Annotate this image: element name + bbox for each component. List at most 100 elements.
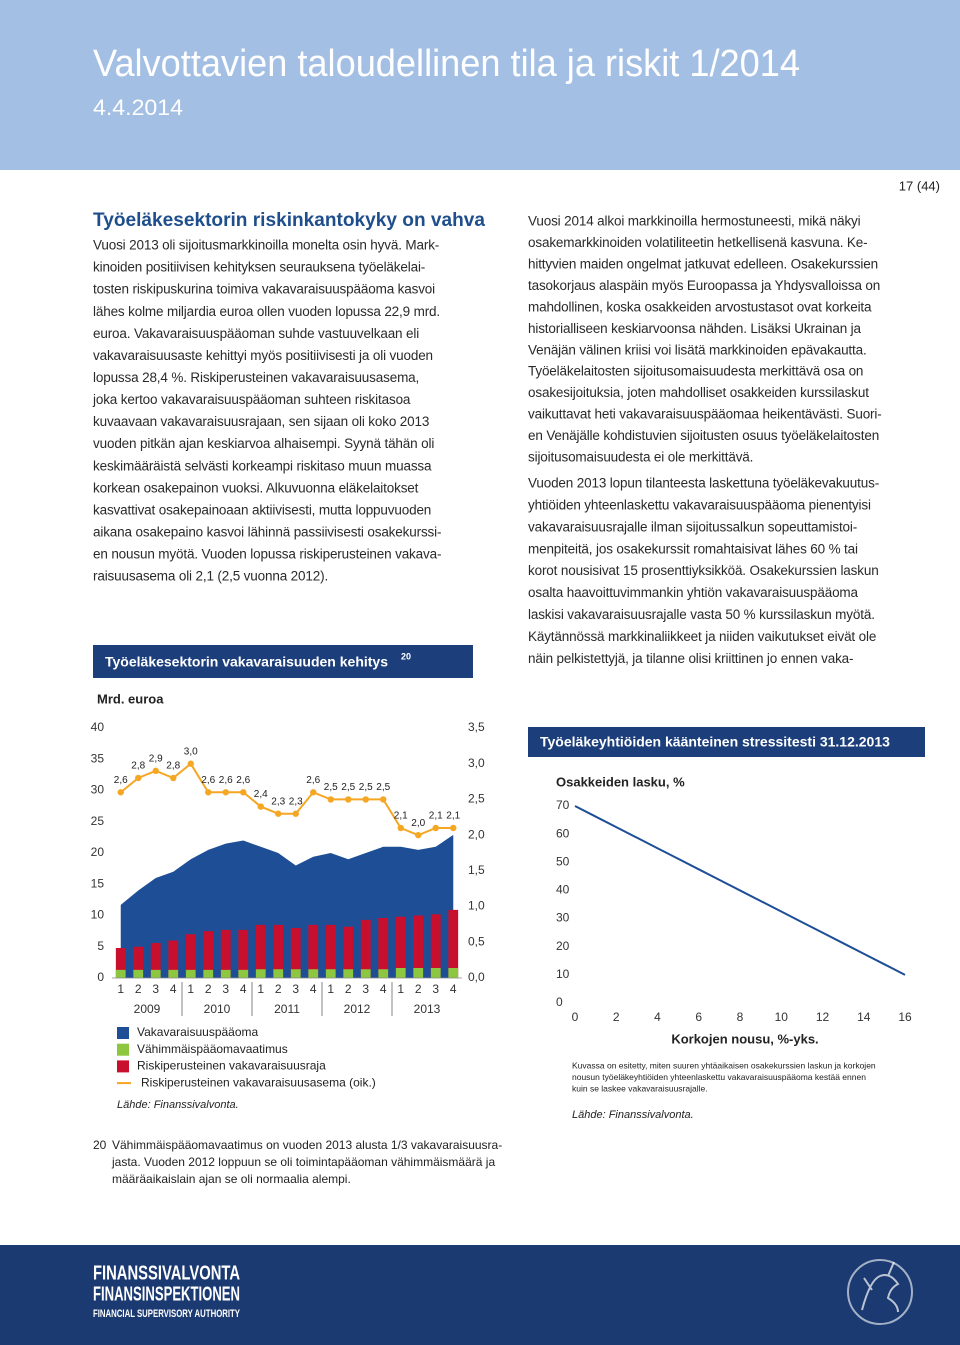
body-line: joka kertoo vakavaraisuuspääoman suhteen… [92,392,411,407]
y2-tick-label: 2,5 [468,792,485,806]
y-tick-label: 10 [91,908,105,922]
data-label: 2,5 [359,782,373,793]
y-tick-label: 5 [97,939,104,953]
section-heading: Työeläkesektorin riskinkantokyky on vahv… [93,210,485,231]
bar [238,929,249,978]
body-line: mahdollinen, koska osakkeiden arvostusta… [528,299,872,314]
body-line: korot nousisivat 15 prosenttiyksikköä. O… [528,563,879,578]
body-line: osalta haavoittuvimmankin yhtiön vakavar… [528,585,859,600]
chart-title-band [528,727,925,757]
line-marker [292,810,299,817]
y-tick-label: 0 [556,995,563,1009]
bar [448,968,459,978]
y2-tick-label: 1,0 [468,899,485,913]
y-tick-label: 40 [556,883,570,897]
data-label: 2,8 [131,761,145,772]
bar [395,968,406,978]
body-line: yhtiöiden yhteenlaskettu vakavaraisuuspä… [528,497,871,512]
x-tick-label: 2 [275,982,282,996]
chart-source: Lähde: Finanssivalvonta. [117,1099,239,1111]
bar [220,929,231,978]
bar [168,940,179,978]
data-label: 2,5 [376,782,390,793]
body-line: vaikuttavat heti vakavaraisuuspääomaa he… [528,407,882,422]
data-label: 2,5 [324,782,338,793]
data-label: 2,3 [289,796,303,807]
body-line: Käytännössä markkinaliikkeet ja niiden v… [528,629,876,644]
bar [115,969,126,978]
data-label: 3,0 [184,746,198,757]
body-line: korkean osakepainon vuoksi. Alkuvuonna e… [93,480,419,495]
body-line: keskimääräistä selvästi korkeampi riskit… [93,458,432,473]
y2-tick-label: 0,5 [468,934,485,948]
body-line: osakemarkkinoiden volatiliteetin hetkell… [528,235,868,250]
body-line: Työeläkelaitosten sijoitusomaisuudesta m… [528,364,863,379]
body-line: euroa. Vakavaraisuuspääoman suhde vastuu… [93,326,419,341]
body-line: vakavaraisuusaste kehittyi myös positiiv… [93,348,433,363]
data-label: 2,5 [341,782,355,793]
bar [343,926,354,978]
bar [325,969,336,978]
body-line: kinoiden positiivisen kehityksen seurauk… [93,260,425,275]
line-marker [397,824,404,832]
x-tick-label: 2 [135,982,142,996]
data-label: 2,0 [411,818,425,829]
y-tick-label: 25 [91,814,105,828]
y-tick-label: 35 [91,751,105,765]
y2-tick-label: 2,0 [468,827,485,841]
footnote-line: Vähimmäispääomavaatimus on vuoden 2013 a… [112,1138,502,1152]
body-line: Vuosi 2013 oli sijoitusmarkkinoilla mone… [93,238,439,253]
body-line: en nousun myötä. Vuoden lopussa riskiper… [93,547,441,562]
data-label: 2,6 [201,775,215,786]
data-label: 2,6 [236,775,250,786]
chart-note: Kuvassa on esitetty, miten suuren yhtäai… [572,1060,876,1070]
bar [133,969,144,978]
bar [430,968,441,978]
body-line: näin pelkistettyjä, ja tilanne olisi kri… [528,651,853,666]
body-line: Vuosi 2014 alkoi markkinoilla hermostune… [528,214,861,229]
footer-band [0,1245,960,1345]
bar [378,969,389,978]
y-tick-label: 15 [91,876,105,890]
body-line: hittyvien maiden ongelmat jatkuvat edell… [528,256,878,271]
footnote-line: määräaikaislain ajan se oli normaalia al… [112,1172,351,1186]
x-tick-label: 2 [415,982,422,996]
y-tick-label: 30 [556,911,570,925]
header-title: Valvottavien taloudellinen tila ja riski… [93,43,800,85]
x-tick-label: 3 [152,982,159,996]
bar [325,924,336,978]
x-group-label: 2012 [344,1002,371,1016]
bar [395,916,406,978]
footnote-number: 20 [93,1138,107,1152]
y-tick-label: 20 [91,845,105,859]
x-group-label: 2011 [274,1002,300,1016]
x-tick-label: 2 [613,1010,620,1024]
data-label: 2,4 [254,789,268,800]
bar [360,969,371,978]
body-line: aikana osakepaino kasvoi lähinnä passiiv… [93,524,441,539]
body-line: tasokorjaus alaspäin myös Euroopassa ja … [528,278,880,293]
line-marker [152,767,159,775]
bar [413,915,424,978]
data-label: 2,1 [394,811,408,822]
y-tick-label: 70 [556,798,570,812]
body-line: raisuusasema oli 2,1 (2,5 vuonna 2012). [93,569,328,584]
bar [150,969,161,978]
body-line: historialliseen keskiarvoonsa nähden. Li… [528,321,862,336]
x-group-label: 2013 [414,1002,441,1016]
x-tick-label: 2 [205,982,212,996]
emblem [847,1259,913,1325]
x-tick-label: 16 [898,1010,912,1024]
body-line: vuoden pitkän ajan keskiarvoa alhaisempi… [93,436,434,451]
y-axis-label: Osakkeiden lasku, % [556,774,685,789]
y-tick-label: 60 [556,826,570,840]
x-tick-label: 1 [397,982,404,996]
x-tick-label: 8 [737,1010,744,1024]
header-band [0,0,960,170]
y-axis-label: Mrd. euroa [97,691,164,706]
line-marker [415,831,422,839]
body-line: kuvaavaan vakavaraisuusrajaan, sen sijaa… [93,414,429,429]
legend-label: Vakavaraisuuspääoma [137,1025,259,1039]
body-line: en Venäjälle kohdistuvien sijoitusten os… [528,428,879,443]
bar [308,924,319,978]
